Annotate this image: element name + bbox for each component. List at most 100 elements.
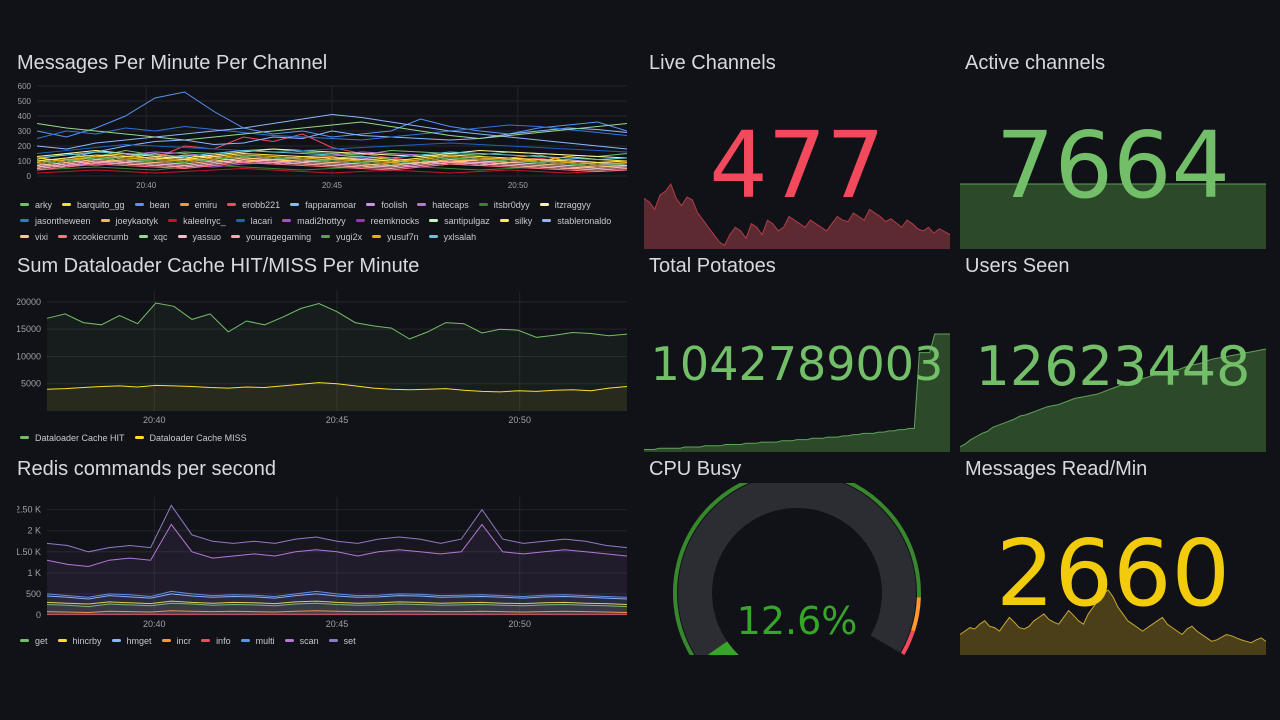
legend-label: itzraggyy: [554, 200, 591, 210]
legend-item[interactable]: hincrby: [57, 633, 102, 649]
legend-item[interactable]: Dataloader Cache HIT: [20, 430, 125, 446]
sparkline-line: [644, 333, 950, 450]
series-line-yugi2x[interactable]: [36, 155, 628, 167]
legend-item[interactable]: itzraggyy: [539, 197, 591, 213]
legend-item[interactable]: info: [201, 633, 231, 649]
legend-swatch: [134, 203, 144, 207]
legend-label: arky: [35, 200, 53, 210]
legend-item[interactable]: reemknocks: [355, 213, 420, 229]
series-line-yassuo[interactable]: [36, 158, 628, 170]
series-area: [47, 382, 627, 411]
series-line-kaleelnyc_[interactable]: [36, 167, 628, 174]
legend-swatch: [62, 203, 72, 207]
series-line-hincrby[interactable]: [46, 600, 628, 605]
series-line-multi[interactable]: [46, 590, 628, 598]
sparkline-area: [644, 334, 950, 452]
panel-title[interactable]: Sum Dataloader Cache HIT/MISS Per Minute: [17, 255, 420, 277]
legend-item[interactable]: xcookiecrumb: [58, 229, 129, 245]
dataloader-chart[interactable]: 5000 10000 15000 20000 20:40 20:45 20:50: [17, 287, 629, 429]
series-area: [47, 603, 627, 615]
legend-label: yusuf7n: [387, 232, 419, 242]
legend-item[interactable]: incr: [161, 633, 191, 649]
redis-chart[interactable]: 0 500 1 K 1.50 K 2 K 2.50 K 20:40 20:45 20:50: [17, 493, 629, 633]
legend-swatch: [58, 235, 67, 239]
legend-item[interactable]: fapparamoar: [290, 197, 356, 213]
legend-item[interactable]: santipulgaz: [429, 213, 490, 229]
legend-item[interactable]: yassuo: [177, 229, 221, 245]
x-tick-label: 20:50: [508, 415, 531, 425]
legend-item[interactable]: yugi2x: [321, 229, 362, 245]
panel-title[interactable]: Active channels: [965, 52, 1106, 74]
y-tick-label: 300: [18, 127, 32, 136]
series-line-stableronaldo[interactable]: [36, 113, 628, 150]
x-tick-label: 20:45: [326, 415, 349, 425]
panel-title[interactable]: Messages Per Minute Per Channel: [17, 52, 328, 74]
legend-item[interactable]: barquito_gg: [62, 197, 125, 213]
legend-item[interactable]: yxlsalah: [428, 229, 476, 245]
panel-title[interactable]: Total Potatoes: [649, 255, 776, 277]
series-line-incr[interactable]: [46, 610, 628, 614]
legend-item[interactable]: multi: [240, 633, 275, 649]
legend-item[interactable]: xqc: [138, 229, 168, 245]
panel-title[interactable]: Messages Read/Min: [965, 458, 1148, 480]
messages-per-minute-chart[interactable]: 0 100 200 300 400 500 600 20:40 20:45 20:50: [17, 82, 629, 192]
panel-title[interactable]: Live Channels: [649, 52, 776, 74]
legend-swatch: [111, 639, 121, 643]
legend-item[interactable]: joeykaotyk: [100, 213, 158, 229]
legend-item[interactable]: erobb221: [227, 197, 280, 213]
series-line-yusuf7n[interactable]: [36, 154, 628, 165]
legend-item[interactable]: foolish: [366, 197, 407, 213]
legend-item[interactable]: emiru: [179, 197, 217, 213]
series-line-jasontheween[interactable]: [36, 124, 628, 141]
series-line-silky[interactable]: [36, 152, 628, 164]
legend-item[interactable]: set: [328, 633, 356, 649]
series-line-yourragegaming[interactable]: [36, 160, 628, 171]
legend: arky barquito_gg bean emiru erobb221 fapparam…: [20, 197, 632, 245]
series-line-yxlsalah[interactable]: [36, 149, 628, 161]
series-line-bean[interactable]: [36, 91, 628, 138]
series-line-scan[interactable]: [46, 523, 628, 568]
legend-label: reemknocks: [370, 216, 420, 226]
sparkline-area: [644, 184, 950, 249]
series-line-get[interactable]: [46, 602, 628, 608]
series-line-Dataloader Cache HIT[interactable]: [46, 302, 628, 340]
messages-read-sparkline: [960, 589, 1266, 655]
legend-swatch: [134, 436, 144, 440]
legend-item[interactable]: arky: [20, 197, 52, 213]
legend-item[interactable]: hmget: [111, 633, 152, 649]
series-line-xqc[interactable]: [36, 121, 628, 141]
legend-swatch: [321, 235, 331, 239]
panel-cpu-busy: CPU Busy 12.6%: [644, 458, 950, 655]
legend-item[interactable]: itsbr0dyy: [478, 197, 530, 213]
legend-item[interactable]: get: [20, 633, 48, 649]
series-line-xcookiecrumb[interactable]: [36, 161, 628, 173]
legend-item[interactable]: madi2hottyy: [282, 213, 346, 229]
series-line-lacari[interactable]: [36, 142, 628, 154]
panel-title[interactable]: Users Seen: [965, 255, 1070, 277]
series-line-hmget[interactable]: [46, 593, 628, 600]
panel-dataloader-cache: Sum Dataloader Cache HIT/MISS Per Minute…: [17, 255, 632, 450]
panel-title[interactable]: CPU Busy: [649, 458, 742, 480]
legend-item[interactable]: yourragegaming: [231, 229, 311, 245]
legend-swatch: [177, 235, 187, 239]
legend-item[interactable]: vixi: [20, 229, 48, 245]
y-tick-label: 100: [18, 157, 32, 166]
legend-item[interactable]: scan: [284, 633, 319, 649]
series-line-Dataloader Cache MISS[interactable]: [46, 382, 628, 393]
legend-item[interactable]: hatecaps: [417, 197, 469, 213]
messages-read-value: 2660: [995, 520, 1231, 627]
legend-item[interactable]: silky: [499, 213, 532, 229]
legend-item[interactable]: kaleelnyc_: [168, 213, 226, 229]
legend-item[interactable]: Dataloader Cache MISS: [134, 430, 247, 446]
panel-messages-read: Messages Read/Min 2660: [960, 458, 1266, 655]
series-line-set[interactable]: [46, 504, 628, 553]
legend-item[interactable]: jasontheween: [20, 213, 91, 229]
legend-item[interactable]: yusuf7n: [372, 229, 419, 245]
series-line-vixi[interactable]: [36, 157, 628, 168]
legend-item[interactable]: bean: [134, 197, 170, 213]
legend-item[interactable]: lacari: [235, 213, 272, 229]
panel-title[interactable]: Redis commands per second: [17, 458, 277, 480]
legend-label: xqc: [153, 232, 168, 242]
legend-item[interactable]: stableronaldo: [542, 213, 611, 229]
panel-redis-commands: Redis commands per second 0 500 1 K 1.50 K 2…: [17, 458, 632, 653]
